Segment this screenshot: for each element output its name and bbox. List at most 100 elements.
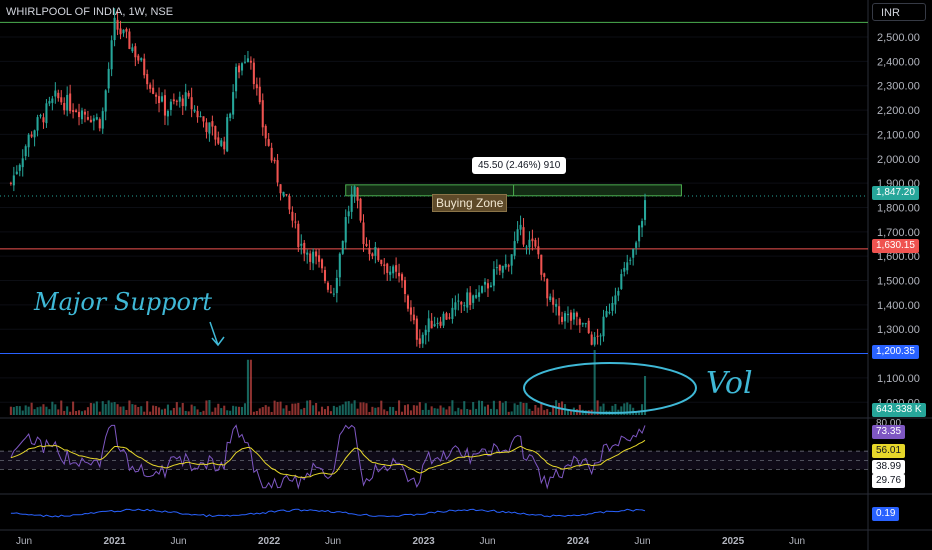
buying-zone-box[interactable] xyxy=(345,184,682,197)
candle-body xyxy=(392,266,395,274)
candle-body xyxy=(590,334,593,345)
volume-bar xyxy=(472,402,475,415)
x-tick-label: Jun xyxy=(170,536,186,547)
symbol-title[interactable]: WHIRLPOOL OF INDIA, 1W, NSE xyxy=(6,6,174,18)
volume-bar xyxy=(641,404,644,415)
candle-body xyxy=(504,263,507,268)
volume-bar xyxy=(350,403,353,415)
volume-bar xyxy=(181,402,184,415)
candle-body xyxy=(623,267,626,272)
candle-body xyxy=(442,313,445,326)
volume-bar xyxy=(155,406,158,415)
candle-body xyxy=(386,263,389,273)
volume-bar xyxy=(217,403,220,415)
candle-body xyxy=(72,110,75,112)
candle-body xyxy=(294,221,297,223)
volume-bar xyxy=(285,405,288,415)
volume-bar xyxy=(469,409,472,415)
y-tick-label: 1,700.00 xyxy=(877,227,920,239)
volume-bar xyxy=(320,406,324,415)
volume-bar xyxy=(353,400,356,415)
volume-bar xyxy=(110,402,113,415)
volume-bar xyxy=(457,407,460,415)
candle-body xyxy=(116,19,119,30)
candle-body xyxy=(329,291,332,293)
candle-body xyxy=(187,92,190,97)
y-tick-label: 2,000.00 xyxy=(877,154,920,166)
volume-bar xyxy=(146,401,149,415)
volume-bar xyxy=(380,400,383,415)
y-tick-label: 1,800.00 xyxy=(877,202,920,214)
candle-body xyxy=(489,285,492,288)
candle-body xyxy=(42,117,45,123)
currency-button[interactable]: INR xyxy=(872,3,926,21)
handwritten-vol: Vol xyxy=(706,366,753,401)
volume-bar xyxy=(158,407,161,415)
candle-body xyxy=(486,283,490,289)
volume-bar xyxy=(279,401,282,415)
candle-body xyxy=(498,264,501,271)
candle-body xyxy=(543,273,546,277)
volume-bar xyxy=(525,402,528,415)
volume-bar xyxy=(267,406,270,415)
handwritten-major-support: Major Support xyxy=(34,288,213,316)
volume-bar xyxy=(498,400,501,415)
volume-bar xyxy=(66,406,69,415)
volume-bar xyxy=(63,410,66,415)
volume-bar xyxy=(614,404,617,415)
candle-body xyxy=(288,196,291,210)
candle-body xyxy=(158,96,161,104)
x-tick-label: Jun xyxy=(789,536,805,547)
candle-body xyxy=(229,113,232,118)
volume-bar xyxy=(143,411,146,415)
volume-bar xyxy=(196,409,199,415)
candle-body xyxy=(232,92,235,115)
volume-bar xyxy=(433,408,436,415)
volume-bar xyxy=(466,409,469,415)
x-axis[interactable]: Jun 2021 Jun 2022 Jun 2023 Jun 2024 Jun 2025 Jun xyxy=(16,536,805,547)
candle-body xyxy=(243,61,247,63)
candle-body xyxy=(341,240,344,254)
volume-bar xyxy=(166,404,169,415)
candle-body xyxy=(519,224,522,230)
volume-bar xyxy=(51,401,54,415)
candle-body xyxy=(267,139,270,146)
candle-body xyxy=(587,320,590,333)
volume-bar xyxy=(362,402,365,415)
candle-body xyxy=(146,74,149,85)
volume-bar xyxy=(104,404,107,415)
y-axis[interactable]: 2,500.00 2,400.00 2,300.00 2,200.00 2,100.00… xyxy=(877,32,920,409)
candle-body xyxy=(566,313,570,316)
candle-body xyxy=(196,110,199,118)
candle-body xyxy=(149,84,152,89)
candle-body xyxy=(323,270,327,281)
candle-body xyxy=(581,323,584,325)
volume-bar xyxy=(137,406,140,415)
candle-body xyxy=(181,98,184,107)
candle-body xyxy=(558,306,561,316)
candle-body xyxy=(608,312,611,314)
candle-body xyxy=(80,110,84,120)
y-tick-label: 1,100.00 xyxy=(877,373,920,385)
volume-bar xyxy=(69,411,72,415)
bottom-indicator-pane xyxy=(10,508,646,518)
candle-body xyxy=(303,242,306,254)
volume-bar xyxy=(249,359,252,415)
volume-bar xyxy=(481,400,484,415)
rsi-upper-tag: 38.99 xyxy=(872,460,906,474)
volume-bar xyxy=(83,410,86,415)
candle-body xyxy=(463,305,466,307)
candle-body xyxy=(641,221,644,228)
volume-bar xyxy=(371,406,374,415)
candle-body xyxy=(69,93,72,112)
candle-body xyxy=(77,111,81,118)
candle-body xyxy=(12,175,15,186)
volume-bar xyxy=(39,406,42,415)
candle-body xyxy=(297,223,300,248)
rsi-line xyxy=(10,424,646,490)
candle-body xyxy=(525,246,528,248)
red-level-tag: 1,630.15 xyxy=(872,239,919,253)
candle-body xyxy=(629,259,632,261)
candle-body xyxy=(122,29,125,34)
